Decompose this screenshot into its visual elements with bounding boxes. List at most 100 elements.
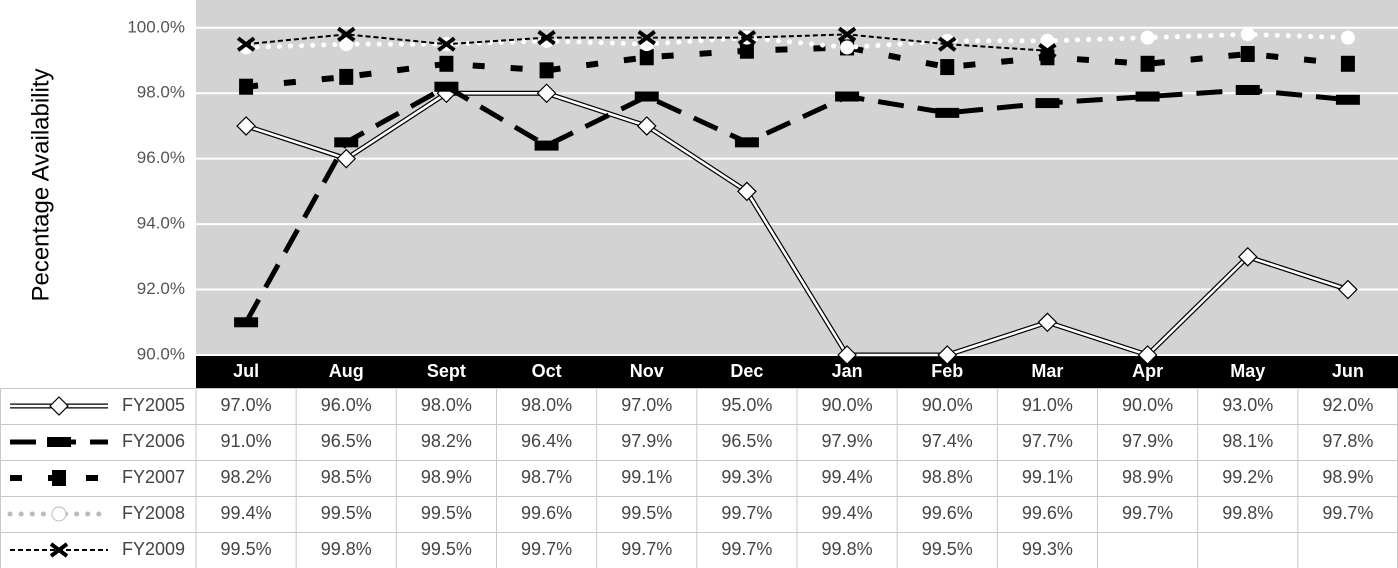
- table-cell: 92.0%: [1322, 395, 1373, 415]
- marker: [1338, 279, 1358, 300]
- table-cell: 96.4%: [521, 431, 572, 451]
- table-cell: 99.4%: [221, 503, 272, 523]
- marker: [536, 83, 557, 104]
- x-tick-label: Aug: [329, 361, 364, 381]
- table-cell: 99.7%: [1122, 503, 1173, 523]
- table-row: [0, 424, 1398, 461]
- table-cell: 90.0%: [922, 395, 973, 415]
- x-tick-label: Feb: [931, 361, 963, 381]
- marker: [634, 91, 659, 102]
- table-cell: 93.0%: [1222, 395, 1273, 415]
- marker: [1038, 43, 1057, 59]
- table-cell: 99.7%: [521, 539, 572, 559]
- x-tick-label: Jan: [832, 361, 863, 381]
- marker: [636, 116, 657, 136]
- marker: [434, 81, 459, 92]
- table-cell: 97.9%: [621, 431, 672, 451]
- table-cell: 99.2%: [1222, 467, 1273, 487]
- legend-marker: [49, 542, 69, 558]
- marker: [1237, 246, 1258, 267]
- table-row: [0, 388, 1398, 425]
- y-tick-label: 90.0%: [137, 344, 185, 363]
- series-line: [243, 84, 1349, 324]
- table-cell: 99.8%: [822, 539, 873, 559]
- marker: [837, 26, 857, 42]
- category-band: [196, 355, 1398, 388]
- marker: [339, 37, 354, 52]
- marker: [236, 36, 256, 52]
- table-cell: 99.1%: [621, 467, 672, 487]
- marker: [234, 317, 259, 328]
- legend-label: FY2009: [122, 539, 185, 559]
- marker: [1140, 30, 1155, 45]
- legend-label: FY2006: [122, 431, 185, 451]
- table-cell: 99.8%: [1222, 503, 1273, 523]
- marker: [935, 107, 960, 118]
- table-cell: 98.0%: [521, 395, 572, 415]
- marker: [339, 68, 354, 85]
- legend-label: FY2008: [122, 503, 185, 523]
- series-line: [243, 31, 1351, 50]
- legend-marker: [49, 396, 69, 416]
- table-row: [0, 532, 1398, 568]
- legend-label: FY2007: [122, 467, 185, 487]
- marker: [1040, 33, 1055, 48]
- table-cell: 97.0%: [621, 395, 672, 415]
- table-cell: 98.1%: [1222, 431, 1273, 451]
- series-line-inner: [245, 91, 1349, 357]
- table-row: [0, 496, 1398, 533]
- marker: [940, 59, 955, 76]
- marker: [737, 181, 757, 202]
- marker: [837, 345, 857, 365]
- marker: [639, 49, 654, 66]
- marker: [1137, 345, 1158, 365]
- table-cell: 97.8%: [1322, 431, 1373, 451]
- marker: [1340, 55, 1355, 72]
- x-tick-label: Mar: [1031, 361, 1063, 381]
- marker: [637, 30, 656, 46]
- table-cell: 97.9%: [822, 431, 873, 451]
- y-tick-label: 98.0%: [137, 83, 185, 102]
- table-cell: 99.3%: [1022, 539, 1073, 559]
- table-cell: 99.6%: [1022, 503, 1073, 523]
- table-cell: 96.0%: [321, 395, 372, 415]
- x-tick-label: Jul: [233, 361, 259, 381]
- table-cell: 99.5%: [621, 503, 672, 523]
- marker: [336, 148, 357, 169]
- table-cell: 99.6%: [521, 503, 572, 523]
- table-cell: 99.5%: [421, 503, 472, 523]
- table-cell: 99.4%: [822, 467, 873, 487]
- table-cell: 90.0%: [822, 395, 873, 415]
- table-cell: 99.6%: [922, 503, 973, 523]
- y-tick-label: 92.0%: [137, 279, 185, 298]
- marker: [1037, 312, 1058, 333]
- marker: [1135, 91, 1160, 102]
- table-cell: 98.5%: [321, 467, 372, 487]
- table-cell: 97.0%: [221, 395, 272, 415]
- marker: [1240, 27, 1255, 42]
- marker: [1335, 94, 1360, 105]
- marker: [439, 55, 454, 72]
- table-cell: 98.2%: [421, 431, 472, 451]
- marker: [1340, 30, 1355, 45]
- marker: [737, 30, 757, 46]
- table-cell: 99.5%: [421, 539, 472, 559]
- y-tick-label: 96.0%: [137, 148, 185, 167]
- marker: [437, 36, 456, 52]
- legend-marker: [51, 506, 67, 522]
- table-cell: 91.0%: [221, 431, 272, 451]
- marker: [236, 116, 256, 136]
- marker: [840, 40, 855, 55]
- y-tick-label: 94.0%: [137, 214, 185, 233]
- table-cell: 98.0%: [421, 395, 472, 415]
- table-cell: 99.3%: [721, 467, 772, 487]
- table-cell: 96.5%: [321, 431, 372, 451]
- marker: [539, 62, 554, 79]
- marker: [534, 140, 559, 151]
- table-cell: 99.5%: [922, 539, 973, 559]
- table-cell: 99.8%: [321, 539, 372, 559]
- table-cell: 99.4%: [822, 503, 873, 523]
- marker: [1240, 45, 1255, 62]
- x-tick-label: Apr: [1132, 361, 1163, 381]
